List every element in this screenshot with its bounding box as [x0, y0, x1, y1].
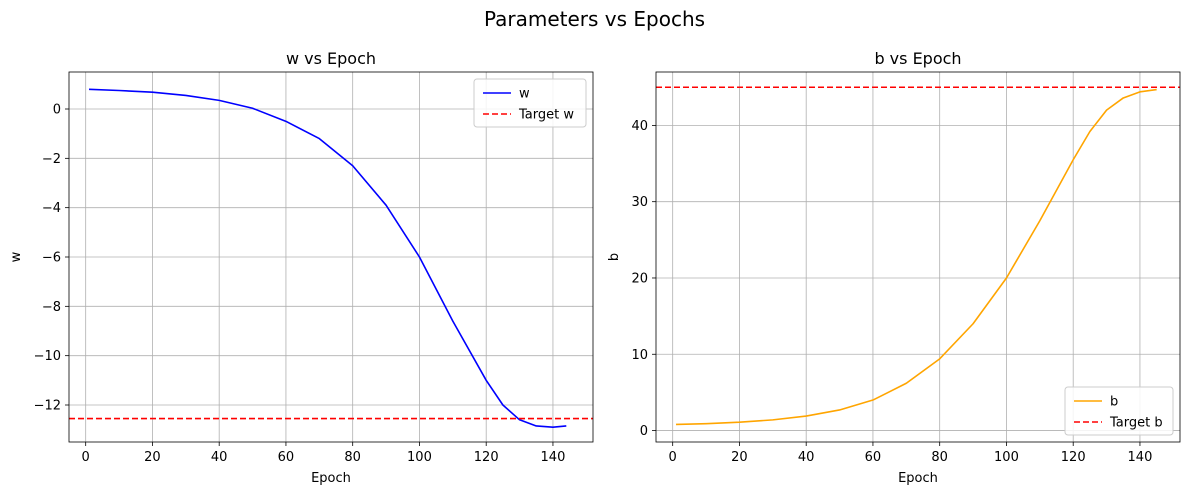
y-tick-label: −10 [34, 349, 61, 364]
y-tick-label: −2 [42, 152, 61, 167]
x-tick-label: 140 [541, 450, 566, 465]
x-tick-label: 0 [669, 450, 677, 465]
y-tick-label: 10 [631, 348, 648, 363]
series-line [88, 88, 567, 429]
y-tick-label: 30 [631, 195, 648, 210]
legend-label: b [1110, 395, 1118, 410]
legend: b Target b [1064, 386, 1174, 436]
x-tick-label: 20 [731, 450, 748, 465]
x-tick-label: 20 [144, 450, 161, 465]
y-tick-label: −8 [42, 300, 61, 315]
y-axis-label: b [607, 253, 622, 261]
x-tick-label: 100 [407, 450, 432, 465]
x-tick-label: 60 [865, 450, 882, 465]
legend-label: Target w [518, 108, 574, 123]
legend-label: Target b [1109, 416, 1163, 431]
x-tick-label: 80 [931, 450, 948, 465]
series-line [676, 88, 1157, 426]
chart-title: b vs Epoch [874, 49, 961, 68]
x-tick-label: 100 [994, 450, 1019, 465]
legend-label: w [519, 87, 530, 102]
y-tick-label: 40 [631, 119, 648, 134]
legend-box [473, 78, 587, 128]
chart-title: w vs Epoch [286, 49, 376, 68]
x-tick-label: 40 [798, 450, 815, 465]
w-vs-epoch-chart: 0 20 40 60 80 100 120 140 −12 −10 −8 −6 −4 −2 0 w vs Ep… [9, 49, 594, 486]
y-tick-label: 0 [640, 424, 648, 439]
x-axis-label: Epoch [898, 471, 938, 486]
x-tick-label: 120 [474, 450, 499, 465]
x-tick-label: 120 [1061, 450, 1086, 465]
legend: w Target w [473, 78, 587, 128]
x-tick-label: 40 [211, 450, 228, 465]
x-tick-label: 140 [1128, 450, 1153, 465]
y-axis-label: w [9, 251, 24, 262]
legend-box [1064, 386, 1174, 436]
y-tick-label: 0 [53, 103, 61, 118]
x-axis-label: Epoch [311, 471, 351, 486]
y-tick-label: −12 [34, 399, 61, 414]
plot-frame [655, 71, 1181, 443]
b-vs-epoch-chart: 0 20 40 60 80 100 120 140 0 10 20 30 40 b vs Epoch Epo… [607, 49, 1181, 486]
y-tick-label: 20 [631, 271, 648, 286]
x-tick-label: 60 [278, 450, 295, 465]
figure-title: Parameters vs Epochs [484, 7, 705, 31]
y-tick-label: −4 [42, 201, 61, 216]
y-tick-label: −6 [42, 251, 61, 266]
x-tick-label: 0 [82, 450, 90, 465]
x-tick-label: 80 [344, 450, 361, 465]
